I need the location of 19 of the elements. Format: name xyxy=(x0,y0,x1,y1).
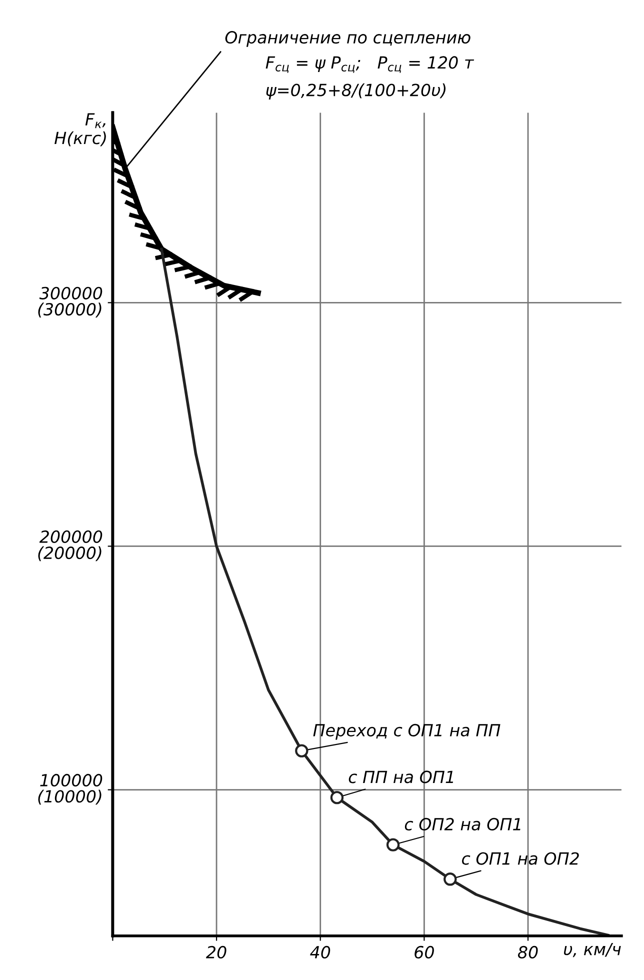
y-tick-label: 300000 xyxy=(39,286,102,300)
x-axis-title: υ, км/ч xyxy=(564,943,621,958)
y-tick-label: 100000 xyxy=(40,774,102,787)
x-tick-label: 20 xyxy=(206,946,226,959)
x-tick-label: 60 xyxy=(414,946,434,959)
y2-tick-label: (10000) xyxy=(38,790,102,805)
y2-tick-label: (30000) xyxy=(38,302,102,318)
annotation: Ограничение по сцеплению xyxy=(225,31,470,47)
y-axis-title: F$_{к}$, Н(кгс) xyxy=(54,113,106,146)
text: ψ=0,25+8/(100+20υ) xyxy=(266,83,446,100)
y2-tick-label: (20000) xyxy=(38,546,102,562)
annotation: Переход с ОП1 на ПП xyxy=(313,724,500,740)
annotation: с ОП1 на ОП2 xyxy=(462,852,579,865)
annotation: с ПП на ОП1 xyxy=(348,770,454,784)
x-tick-label: 40 xyxy=(310,946,330,959)
x-tick-label: 80 xyxy=(518,946,538,959)
y-tick-label: 200000 xyxy=(39,530,102,543)
annotation: с ОП2 на ОП1 xyxy=(404,818,520,830)
text: F$_{сц}$ = ψ P$_{сц}$; P$_{сц}$ = 120 т xyxy=(266,56,474,73)
